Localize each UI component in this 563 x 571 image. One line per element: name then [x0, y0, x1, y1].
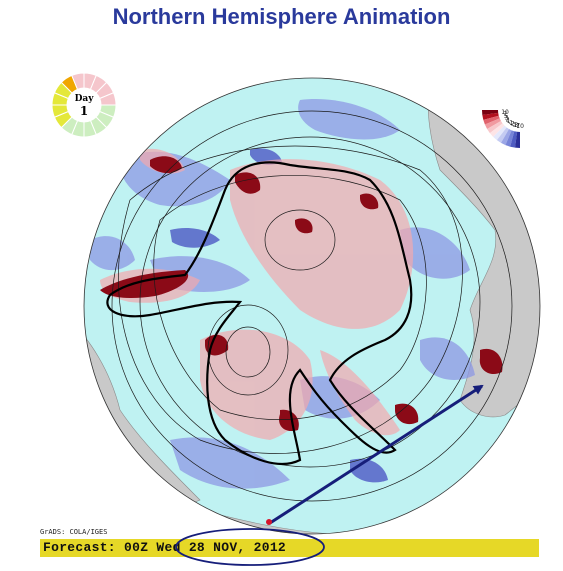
legend-label: -7 [514, 123, 520, 130]
annotation-arrow-origin [266, 519, 272, 525]
day-dial-label: Day [75, 94, 95, 104]
legend-label: -5 [512, 122, 518, 129]
legend-label: 5 [504, 113, 508, 120]
annotation-arrow [269, 384, 484, 525]
tropopause-contour [106, 161, 413, 465]
legend-label: 1 [507, 118, 511, 125]
legend-label: 7 [503, 111, 507, 118]
legend-label: -1 [507, 119, 513, 126]
legend-swatch [493, 125, 507, 141]
map-disc [84, 78, 540, 534]
legend-swatch [482, 112, 499, 120]
legend-swatch [489, 123, 505, 137]
legend-swatch [510, 131, 518, 148]
forecast-label: Forecast: 00Z Wed 28 NOV, 2012 [43, 540, 287, 555]
credits-text: GrADS: COLA/IGES [40, 528, 108, 536]
legend-label: -2 [509, 120, 515, 127]
legend-label: 3 [505, 115, 509, 122]
legend-swatch [484, 118, 501, 129]
legend-label: -10 [514, 123, 524, 130]
legend-swatch [487, 121, 503, 134]
legend-label: -3 [510, 121, 516, 128]
day-dial-segment [71, 72, 85, 90]
legend-swatch [482, 110, 499, 115]
legend-swatch [496, 127, 509, 143]
page-title: Northern Hemisphere Animation [112, 4, 451, 29]
legend-label: 2 [506, 116, 510, 123]
legend-swatch [483, 115, 500, 125]
legend-swatch [501, 129, 512, 146]
day-dial-center [68, 89, 100, 121]
day-dial: Day 1 [51, 72, 117, 138]
height-contours [111, 110, 513, 502]
legend-label: 10 [501, 109, 509, 116]
legend-swatch [515, 131, 520, 148]
map-panel: Day 1 10 7 5 3 2 1 -1 -2 -3 -5 -7 -10 [0, 40, 563, 540]
legend-swatch [505, 130, 515, 147]
day-dial-value: 1 [80, 104, 88, 118]
